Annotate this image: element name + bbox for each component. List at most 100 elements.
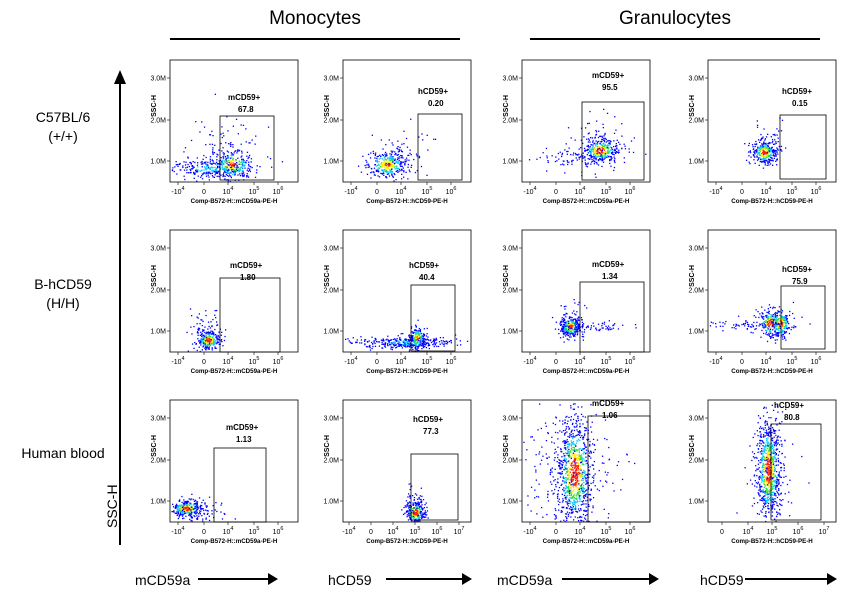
event-dot [425,511,427,514]
event-dot [770,159,772,162]
event-dot [749,163,751,165]
event-dot [630,140,633,142]
event-dot [394,339,396,341]
event-dot [392,160,394,162]
event-dot [220,174,222,176]
event-dot [232,154,234,157]
event-dot [407,519,410,521]
event-dot [207,164,209,166]
event-dot [578,330,580,332]
event-dot [423,337,425,340]
event-dot [554,468,556,470]
event-dot [402,332,404,335]
event-dot [770,336,772,338]
event-dot [568,483,570,485]
event-dot [575,462,577,464]
event-dot [419,516,421,518]
event-dot [770,157,772,159]
row-label-line2: (H/H) [46,295,80,311]
event-dot [188,507,191,510]
event-dot [388,339,390,342]
event-dot [182,504,184,506]
event-dot [388,172,390,174]
event-dot [233,170,235,172]
event-dot [566,502,568,504]
event-dot [434,343,436,345]
event-dot [572,480,574,482]
event-dot [234,174,236,176]
event-dot [735,325,737,327]
event-dot [416,348,418,350]
event-dot [738,315,740,317]
event-dot [589,440,591,443]
event-dot [570,153,572,156]
event-dot [214,169,216,171]
event-dot [228,159,230,162]
event-dot [202,334,204,337]
event-dot [773,326,775,328]
group-title-monocytes: Monocytes [269,8,361,29]
event-dot [577,319,579,322]
event-dot [565,416,567,418]
event-dot [768,334,770,336]
event-dot [584,162,586,164]
event-dot [601,327,603,329]
event-dot [204,346,206,348]
event-dot [217,163,219,165]
event-dot [183,175,185,177]
event-dot [590,489,592,491]
event-dot [418,498,420,500]
event-dot [772,313,774,316]
event-dot [381,339,384,342]
x-tick-label: 106 [446,356,457,366]
event-dot [573,494,575,496]
event-dot [580,476,582,478]
event-dot [774,319,776,321]
event-dot [210,167,212,169]
event-dot [772,306,775,308]
event-dot [735,323,737,325]
event-dot [395,340,398,342]
event-dot [422,345,424,347]
event-dot [396,165,398,167]
event-dot [242,124,245,126]
event-dot [445,342,447,345]
event-dot [613,140,615,142]
event-dot [410,326,413,328]
event-dot [205,314,207,317]
event-dot [595,131,598,133]
event-dot [582,333,584,335]
event-dot [241,155,243,157]
event-dot [401,143,403,145]
event-dot [597,147,599,149]
event-dot [376,159,378,161]
event-dot [774,327,776,329]
event-dot [567,461,569,463]
event-dot [203,126,206,128]
event-dot [767,146,769,148]
event-dot [432,340,434,343]
event-dot [572,322,575,324]
event-dot [609,327,611,329]
event-dot [767,158,770,161]
event-dot [591,476,594,478]
event-dot [185,505,187,507]
event-dot [215,342,217,344]
event-dot [205,171,208,173]
event-dot [568,512,571,514]
event-dot [416,514,418,516]
event-dot [763,316,765,318]
event-dot [246,155,248,157]
event-dot [232,146,234,148]
event-dot [573,447,575,449]
event-dot [370,172,372,174]
event-dot [415,325,417,327]
x-tick-label: 106 [273,526,284,536]
event-dot [393,162,395,164]
event-dot [368,346,371,348]
event-dot [181,510,184,512]
event-dot [609,159,611,161]
event-dot [569,502,571,505]
event-dot [425,339,427,341]
event-dot [390,348,392,350]
